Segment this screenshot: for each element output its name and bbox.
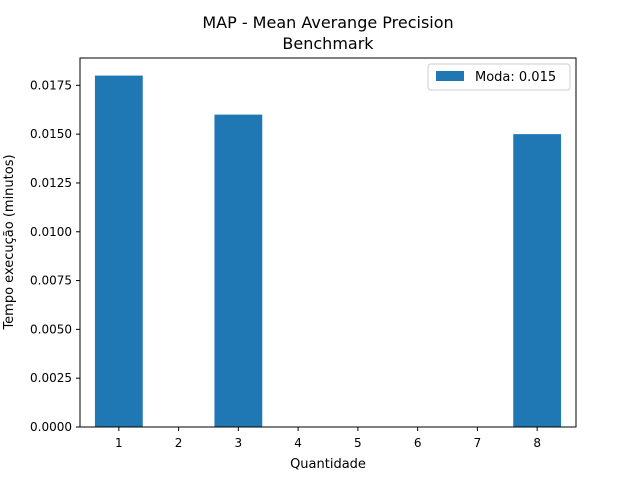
x-tick-label: 4 (294, 436, 302, 450)
x-tick-label: 5 (354, 436, 362, 450)
bar-8 (513, 134, 562, 427)
legend-swatch (436, 71, 464, 81)
y-tick-label: 0.0050 (30, 322, 72, 336)
chart-title-line1: MAP - Mean Averange Precision (202, 13, 453, 32)
x-tick-label: 8 (533, 436, 541, 450)
x-axis-label: Quantidade (290, 457, 366, 472)
plot-frame (79, 57, 577, 428)
x-tick-label: 2 (175, 436, 183, 450)
x-tick-label: 3 (235, 436, 243, 450)
x-tick-label: 1 (115, 436, 123, 450)
y-axis-label: Tempo execução (minutos) (2, 154, 17, 330)
x-tick-label: 7 (474, 436, 482, 450)
x-axis: 1 2 3 4 5 6 7 8 (115, 427, 541, 450)
legend-label: Moda: 0.015 (475, 70, 556, 85)
y-axis: 0.0000 0.0025 0.0050 0.0075 0.0100 0.0125 0.01… (30, 78, 80, 434)
y-tick-label: 0.0150 (30, 127, 72, 141)
y-tick-label: 0.0000 (30, 420, 72, 434)
y-tick-label: 0.0125 (30, 176, 72, 190)
bars-group (94, 75, 562, 428)
bar-3 (214, 114, 263, 428)
legend-box (427, 63, 571, 91)
legend: Moda: 0.015 (427, 63, 571, 91)
y-tick-label: 0.0100 (30, 225, 72, 239)
chart-title-line2: Benchmark (282, 34, 374, 53)
x-tick-label: 6 (414, 436, 422, 450)
y-tick-label: 0.0025 (30, 371, 72, 385)
y-tick-label: 0.0175 (30, 78, 72, 92)
y-tick-label: 0.0075 (30, 274, 72, 288)
bar-1 (94, 75, 143, 427)
